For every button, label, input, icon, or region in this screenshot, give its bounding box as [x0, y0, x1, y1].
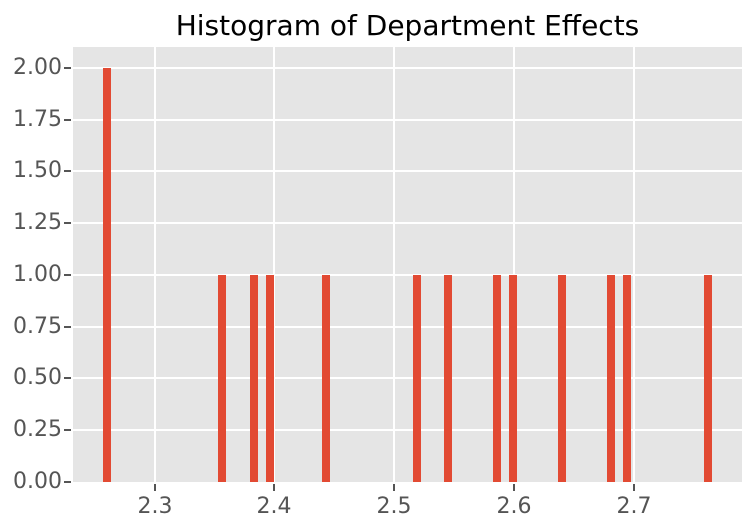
x-tick-label: 2.4 — [256, 494, 292, 519]
v-gridline — [273, 47, 275, 482]
x-tick-label: 2.3 — [137, 494, 173, 519]
y-tick-label: 0.25 — [13, 417, 62, 442]
y-tick-label: 0.00 — [13, 469, 62, 494]
x-tick-mark — [633, 484, 635, 491]
y-tick-mark — [64, 67, 71, 69]
histogram-bar — [322, 275, 330, 482]
y-tick-label: 1.25 — [13, 210, 62, 235]
v-gridline — [154, 47, 156, 482]
y-tick-mark — [64, 119, 71, 121]
histogram-bar — [266, 275, 274, 482]
y-tick-label: 0.75 — [13, 314, 62, 339]
histogram-bar — [607, 275, 615, 482]
y-tick-label: 2.00 — [13, 55, 62, 80]
histogram-bar — [493, 275, 501, 482]
histogram-bar — [704, 275, 712, 482]
h-gridline — [73, 429, 742, 431]
chart-title: Histogram of Department Effects — [175, 9, 640, 42]
x-tick-mark — [393, 484, 395, 491]
v-gridline — [393, 47, 395, 482]
y-tick-label: 1.75 — [13, 107, 62, 132]
y-tick-mark — [64, 274, 71, 276]
histogram-bar — [623, 275, 631, 482]
h-gridline — [73, 222, 742, 224]
y-tick-label: 1.00 — [13, 262, 62, 287]
histogram-bar — [444, 275, 452, 482]
histogram-bar — [218, 275, 226, 482]
y-tick-mark — [64, 481, 71, 483]
x-tick-label: 2.7 — [616, 494, 652, 519]
h-gridline — [73, 377, 742, 379]
h-gridline — [73, 119, 742, 121]
x-tick-label: 2.6 — [496, 494, 532, 519]
x-tick-mark — [513, 484, 515, 491]
x-tick-mark — [273, 484, 275, 491]
plot-area — [73, 47, 742, 482]
h-gridline — [73, 170, 742, 172]
histogram-bar — [103, 68, 111, 482]
x-tick-mark — [154, 484, 156, 491]
v-gridline — [513, 47, 515, 482]
y-tick-mark — [64, 326, 71, 328]
histogram-bar — [413, 275, 421, 482]
y-tick-mark — [64, 222, 71, 224]
h-gridline — [73, 274, 742, 276]
histogram-bar — [250, 275, 258, 482]
y-tick-label: 0.50 — [13, 365, 62, 390]
v-gridline — [633, 47, 635, 482]
h-gridline — [73, 326, 742, 328]
histogram-bar — [558, 275, 566, 482]
y-tick-mark — [64, 170, 71, 172]
histogram-bar — [509, 275, 517, 482]
y-tick-mark — [64, 377, 71, 379]
y-tick-label: 1.50 — [13, 158, 62, 183]
y-tick-mark — [64, 429, 71, 431]
x-tick-label: 2.5 — [376, 494, 412, 519]
h-gridline — [73, 67, 742, 69]
